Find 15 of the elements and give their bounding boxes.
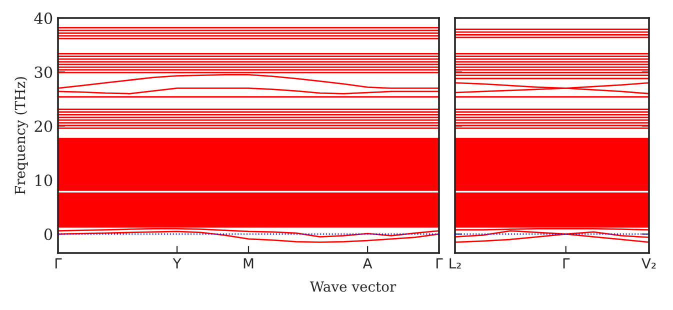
x-tick-label: L₂ (450, 258, 461, 268)
y-tick-label: 20 (34, 120, 52, 132)
y-axis-title: Frequency (THz) (14, 77, 28, 194)
x-tick-label: Y (172, 258, 182, 268)
x-tick-label: M (244, 258, 254, 268)
x-axis-title: Wave vector (310, 281, 396, 292)
y-tick-label: 40 (34, 12, 52, 24)
x-tick-label: A (362, 258, 372, 268)
x-tick-label: V₂ (642, 258, 656, 268)
y-tick-label: 10 (36, 174, 52, 186)
y-tick-label: 30 (34, 66, 52, 78)
x-tick-label: Γ (436, 258, 443, 268)
x-tick-label: Γ (55, 258, 62, 268)
x-tick-label: Γ (563, 258, 570, 268)
y-tick-label: 0 (44, 228, 52, 240)
